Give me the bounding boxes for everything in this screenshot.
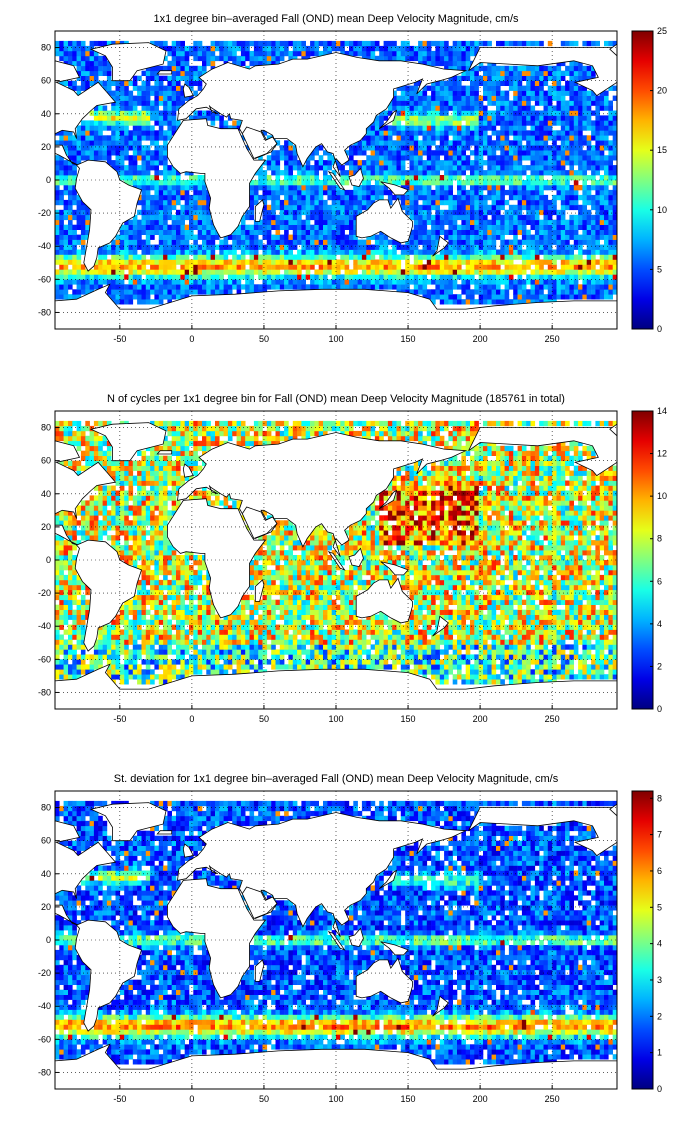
- x-tick-label: 250: [545, 334, 560, 344]
- x-tick-label: 150: [401, 714, 416, 724]
- x-tick-label: -50: [113, 1094, 126, 1104]
- y-tick-label: -80: [38, 687, 51, 697]
- colorbar-tick-label: 2: [657, 661, 662, 671]
- colorbar-tick-label: 10: [657, 205, 667, 215]
- colorbar-tick-label: 12: [657, 449, 667, 459]
- data-cells: [55, 40, 617, 305]
- velocity-magnitude-panel: 1x1 degree bin–averaged Fall (OND) mean …: [0, 0, 696, 380]
- y-tick-label: 20: [41, 522, 51, 532]
- colorbar-tick-label: 4: [657, 619, 662, 629]
- x-tick-label: 0: [189, 1094, 194, 1104]
- y-tick-label: -60: [38, 654, 51, 664]
- y-tick-label: -80: [38, 1067, 51, 1077]
- velocity-magnitude-map: -50 0 50 100 150 200 250806040200-20-40-60-802…: [38, 26, 667, 344]
- y-tick-label: -60: [38, 1034, 51, 1044]
- std-deviation-panel: St. deviation for 1x1 degree bin–average…: [0, 760, 696, 1140]
- y-tick-label: 20: [41, 142, 51, 152]
- x-tick-label: 50: [259, 334, 269, 344]
- y-tick-label: 20: [41, 902, 51, 912]
- colorbar-tick-label: 5: [657, 902, 662, 912]
- y-tick-label: 80: [41, 803, 51, 813]
- colorbar-tick-label: 8: [657, 534, 662, 544]
- colorbar-tick-label: 0: [657, 324, 662, 334]
- y-tick-label: 40: [41, 109, 51, 119]
- y-tick-label: -40: [38, 241, 51, 251]
- colorbar-tick-label: 6: [657, 576, 662, 586]
- y-tick-label: 60: [41, 456, 51, 466]
- x-tick-label: 0: [189, 714, 194, 724]
- y-tick-label: 40: [41, 869, 51, 879]
- colorbar: [631, 790, 654, 1090]
- grid-lines: [55, 411, 617, 709]
- colorbar-tick-label: 2: [657, 1011, 662, 1021]
- y-tick-label: -20: [38, 208, 51, 218]
- grid-lines: [55, 791, 617, 1089]
- y-tick-label: -40: [38, 621, 51, 631]
- colorbar: [631, 30, 654, 330]
- x-tick-label: 0: [189, 334, 194, 344]
- colorbar-tick-label: 1: [657, 1048, 662, 1058]
- x-tick-label: 100: [328, 1094, 343, 1104]
- y-tick-label: -80: [38, 307, 51, 317]
- x-tick-label: 50: [259, 1094, 269, 1104]
- colorbar-tick-label: 0: [657, 704, 662, 714]
- x-tick-label: 200: [473, 1094, 488, 1104]
- x-tick-label: -50: [113, 714, 126, 724]
- panel-title: 1x1 degree bin–averaged Fall (OND) mean …: [153, 13, 519, 25]
- cycle-count-map: -50 0 50 100 150 200 250806040200-20-40-60-801…: [38, 406, 667, 724]
- y-tick-label: -60: [38, 274, 51, 284]
- panel-title: St. deviation for 1x1 degree bin–average…: [113, 773, 559, 785]
- colorbar-tick-label: 8: [657, 793, 662, 803]
- colorbar-tick-label: 20: [657, 86, 667, 96]
- x-tick-label: 250: [545, 714, 560, 724]
- x-tick-label: -50: [113, 334, 126, 344]
- y-tick-label: -40: [38, 1001, 51, 1011]
- y-tick-label: 60: [41, 836, 51, 846]
- colorbar-tick-label: 3: [657, 975, 662, 985]
- colorbar-tick-label: 0: [657, 1084, 662, 1094]
- colorbar: [631, 410, 654, 710]
- coastlines: [55, 422, 617, 709]
- y-tick-label: 0: [46, 555, 51, 565]
- std-deviation-map: -50 0 50 100 150 200 250806040200-20-40-60-808…: [38, 790, 662, 1104]
- cycle-count-panel: N of cycles per 1x1 degree bin for Fall …: [0, 380, 696, 760]
- panel-title: N of cycles per 1x1 degree bin for Fall …: [107, 393, 565, 405]
- coastlines: [55, 42, 617, 329]
- y-tick-label: 60: [41, 76, 51, 86]
- colorbar-tick-label: 14: [657, 406, 667, 416]
- coastlines: [55, 802, 617, 1089]
- colorbar-tick-label: 7: [657, 830, 662, 840]
- x-tick-label: 100: [328, 714, 343, 724]
- grid-lines: [55, 31, 617, 329]
- data-cells: [55, 420, 617, 685]
- y-tick-label: 80: [41, 43, 51, 53]
- y-tick-label: 80: [41, 423, 51, 433]
- y-tick-label: -20: [38, 968, 51, 978]
- x-tick-label: 100: [328, 334, 343, 344]
- x-tick-label: 50: [259, 714, 269, 724]
- colorbar-tick-label: 4: [657, 939, 662, 949]
- x-tick-label: 200: [473, 334, 488, 344]
- colorbar-tick-label: 5: [657, 264, 662, 274]
- x-tick-label: 150: [401, 334, 416, 344]
- y-tick-label: -20: [38, 588, 51, 598]
- y-tick-label: 40: [41, 489, 51, 499]
- y-tick-label: 0: [46, 175, 51, 185]
- colorbar-tick-label: 15: [657, 145, 667, 155]
- colorbar-tick-label: 25: [657, 26, 667, 36]
- colorbar-tick-label: 6: [657, 866, 662, 876]
- x-tick-label: 150: [401, 1094, 416, 1104]
- x-tick-label: 250: [545, 1094, 560, 1104]
- x-tick-label: 200: [473, 714, 488, 724]
- y-tick-label: 0: [46, 935, 51, 945]
- colorbar-tick-label: 10: [657, 491, 667, 501]
